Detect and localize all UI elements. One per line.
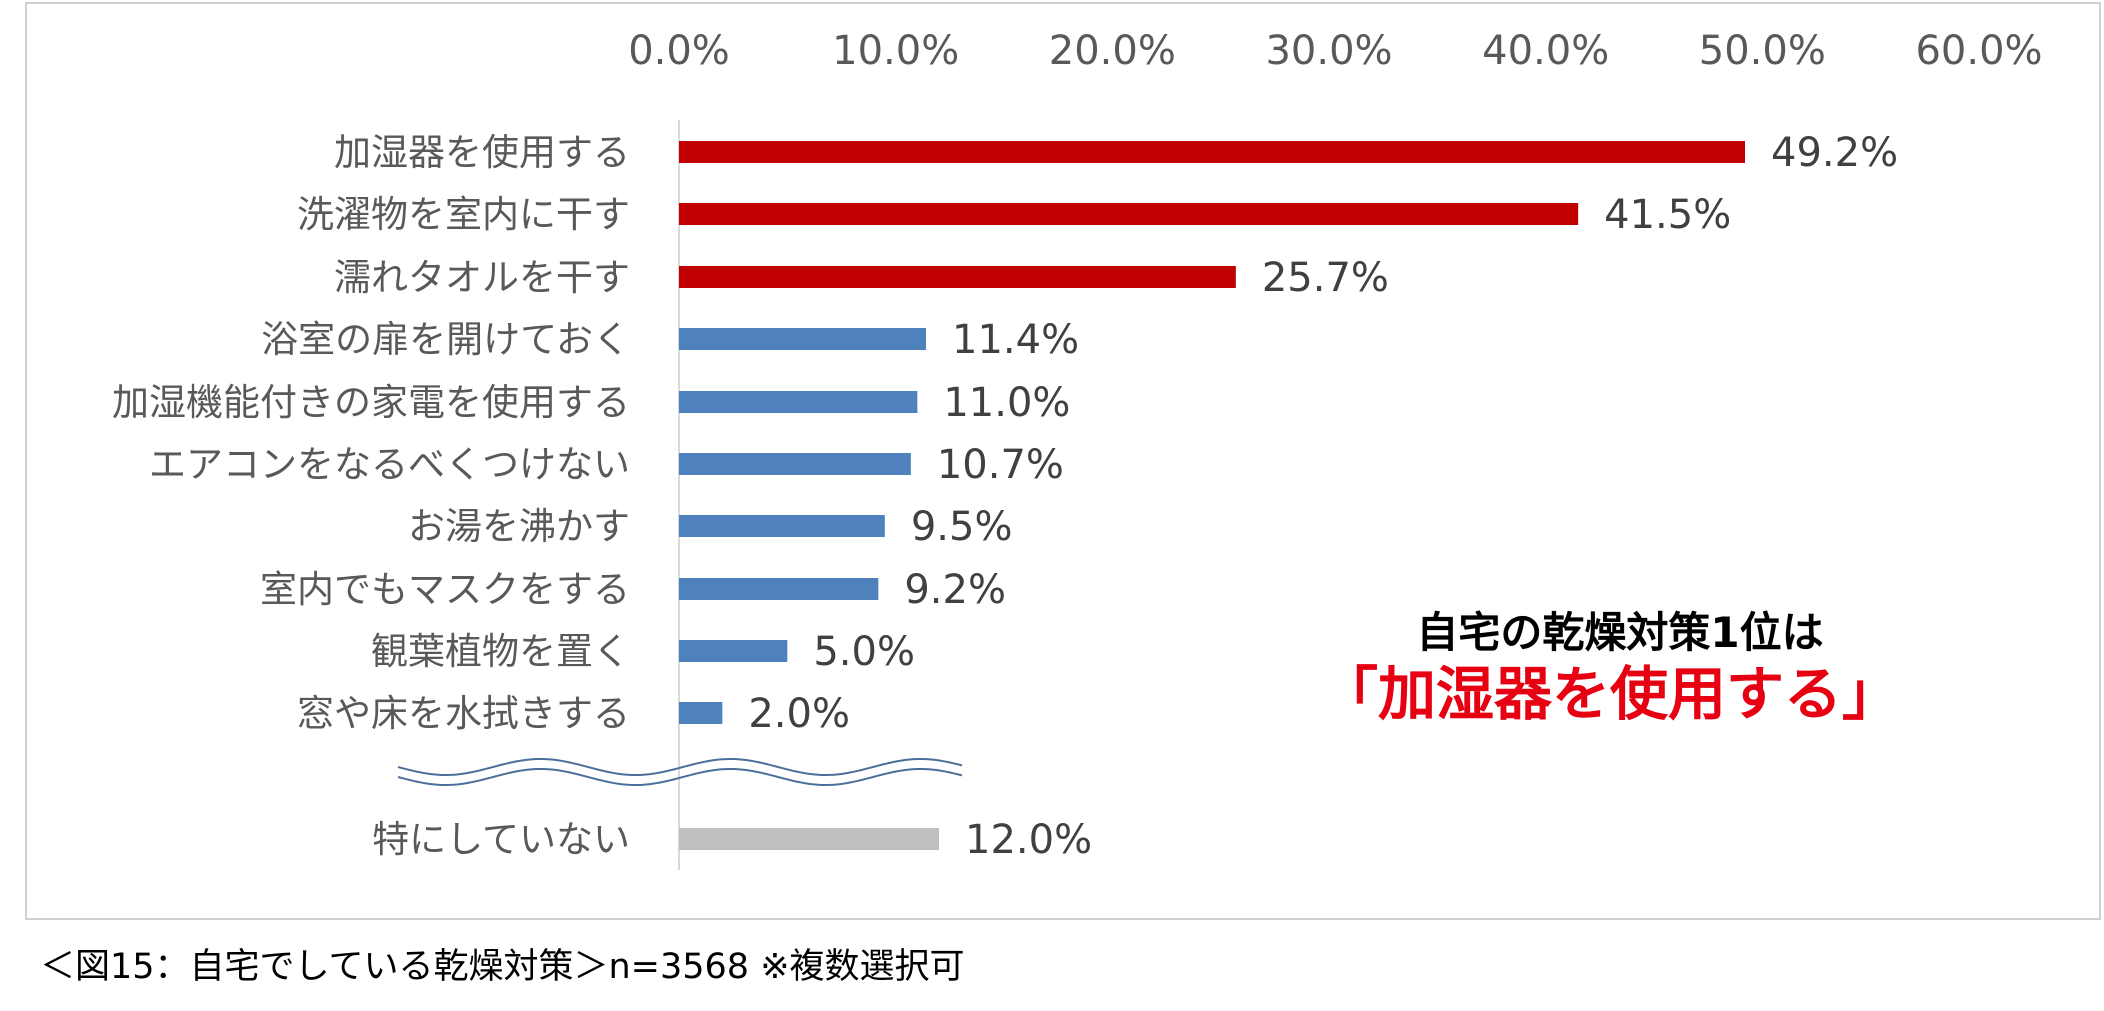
bar (679, 328, 926, 350)
category-label: 観葉植物を置く (371, 630, 630, 673)
x-tick-label: 10.0% (832, 28, 959, 74)
data-label: 9.2% (904, 567, 1006, 613)
category-label: お湯を沸かす (408, 505, 630, 548)
category-label: 室内でもマスクをする (260, 568, 630, 611)
callout-highlight: 「加湿器を使用する」 (1320, 660, 1901, 729)
x-tick-label: 50.0% (1699, 28, 1826, 74)
break-wave-line (397, 767, 963, 787)
category-label: 特にしていない (372, 818, 630, 861)
data-label: 11.4% (952, 317, 1079, 363)
figure-caption: ＜図15：自宅でしている乾燥対策＞n=3568 ※複数選択可 (40, 947, 965, 987)
data-label: 10.7% (937, 442, 1064, 488)
bar (679, 515, 885, 537)
bar (679, 828, 939, 850)
category-label: 浴室の扉を開けておく (261, 318, 630, 361)
data-label: 12.0% (965, 817, 1092, 863)
data-labels: 49.2% 41.5% 25.7% 11.4% 11.0% 10.7% 9.5% 9.2% 5.… (748, 130, 1898, 863)
break-wave-line (397, 757, 963, 777)
bar (679, 453, 911, 475)
category-labels: 加湿器を使用する洗濯物を室内に干す濡れタオルを干す浴室の扉を開けておく加湿機能付… (112, 131, 630, 861)
bar (679, 702, 723, 724)
data-label: 41.5% (1604, 192, 1731, 238)
bar (679, 640, 788, 662)
callout-heading: 自宅の乾燥対策1位は (1416, 608, 1824, 657)
category-label: 濡れタオルを干す (334, 256, 630, 299)
category-label: エアコンをなるべくつけない (149, 443, 630, 486)
category-label: 加湿器を使用する (334, 131, 630, 174)
x-axis-ticks: 0.0% 10.0% 20.0% 30.0% 40.0% 50.0% 60.0% (628, 28, 2042, 74)
category-label: 加湿機能付きの家電を使用する (112, 381, 630, 424)
bar (679, 391, 918, 413)
x-tick-label: 40.0% (1482, 28, 1609, 74)
data-label: 25.7% (1262, 255, 1389, 301)
x-tick-label: 20.0% (1049, 28, 1176, 74)
bar (679, 141, 1745, 163)
x-tick-label: 30.0% (1265, 28, 1392, 74)
bar (679, 578, 879, 600)
x-tick-label: 60.0% (1915, 28, 2042, 74)
bar (679, 266, 1236, 288)
axis-break-wave (397, 757, 963, 787)
x-tick-label: 0.0% (628, 28, 730, 74)
category-label: 洗濯物を室内に干す (297, 193, 630, 236)
data-label: 11.0% (943, 380, 1070, 426)
data-label: 5.0% (813, 629, 915, 675)
data-label: 2.0% (748, 691, 850, 737)
bar (679, 203, 1579, 225)
data-label: 49.2% (1771, 130, 1898, 176)
bars (679, 141, 1745, 850)
data-label: 9.5% (911, 504, 1013, 550)
callout-box: 自宅の乾燥対策1位は 「加湿器を使用する」 (1320, 608, 1900, 731)
category-label: 窓や床を水拭きする (297, 692, 630, 735)
